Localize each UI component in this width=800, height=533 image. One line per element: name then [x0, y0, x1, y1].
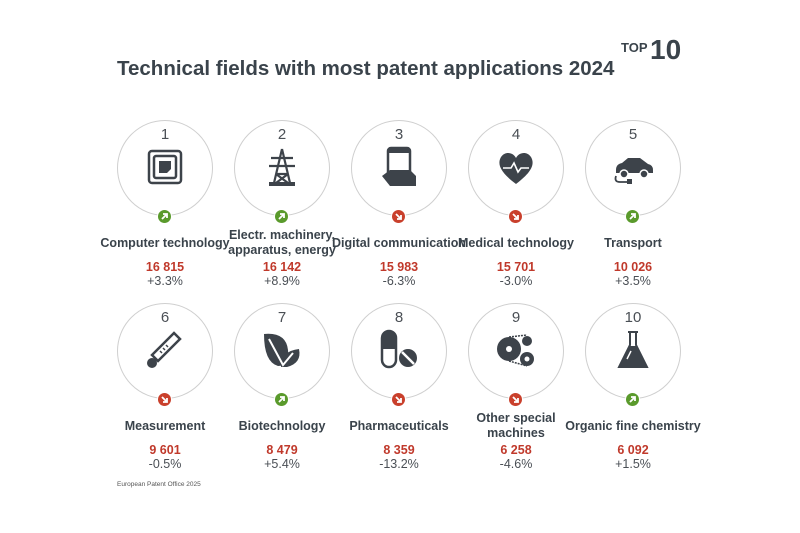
field-rank: 2: [277, 126, 287, 143]
leaves-icon: [264, 333, 300, 367]
trend-down-icon: [508, 392, 523, 407]
trend-up-icon: [157, 209, 172, 224]
electric-car-icon: [614, 158, 653, 184]
gears-belt-icon: [497, 334, 534, 367]
field-value: 9 601: [149, 443, 181, 457]
thermometer-icon: [147, 331, 182, 368]
trend-down-icon: [508, 209, 523, 224]
top-label: TOP: [621, 40, 648, 55]
field-value: 16 142: [262, 260, 302, 274]
smartphone-hand-icon: [382, 146, 416, 186]
flask-icon: [617, 331, 649, 368]
field-rank: 1: [160, 126, 170, 143]
trend-down-icon: [391, 209, 406, 224]
field-change: +3.5%: [615, 274, 651, 288]
field-value: 15 983: [379, 260, 419, 274]
trend-up-icon: [274, 392, 289, 407]
field-name: Pharmaceuticals: [349, 418, 449, 433]
field-name: Computer technology: [100, 235, 230, 250]
field-change: +8.9%: [264, 274, 300, 288]
field-value: 15 701: [496, 260, 536, 274]
field-rank: 8: [394, 309, 404, 326]
field-value: 6 092: [617, 443, 649, 457]
field-change: +5.4%: [264, 457, 300, 471]
field-rank: 5: [628, 126, 638, 143]
field-value: 8 479: [266, 443, 298, 457]
field-name: Measurement: [124, 418, 206, 433]
field-rank: 9: [511, 309, 521, 326]
field-rank: 7: [277, 309, 287, 326]
trend-up-icon: [274, 209, 289, 224]
field-value: 16 815: [145, 260, 185, 274]
top-number: 10: [650, 34, 682, 65]
heart-pulse-icon: [499, 152, 533, 184]
page-title: Technical fields with most patent applic…: [117, 57, 615, 80]
field-rank: 3: [394, 126, 404, 143]
trend-up-icon: [625, 209, 640, 224]
trend-down-icon: [391, 392, 406, 407]
field-name: Transport: [604, 235, 662, 250]
trend-down-icon: [157, 392, 172, 407]
field-name: Other special machines: [476, 411, 556, 440]
field-rank: 10: [624, 309, 642, 326]
field-change: -3.0%: [499, 274, 533, 288]
field-change: -0.5%: [148, 457, 182, 471]
pills-icon: [380, 329, 417, 369]
field-value: 10 026: [613, 260, 653, 274]
field-name: Medical technology: [458, 235, 574, 250]
trend-up-icon: [625, 392, 640, 407]
source-note: European Patent Office 2025: [117, 481, 201, 488]
field-rank: 6: [160, 309, 170, 326]
power-pylon-icon: [269, 148, 295, 186]
field-change: +3.3%: [147, 274, 183, 288]
field-name: Electr. machinery, apparatus, energy: [228, 228, 336, 257]
field-change: -4.6%: [499, 457, 533, 471]
field-name: Digital communication: [331, 235, 467, 250]
field-change: -6.3%: [382, 274, 416, 288]
chip-icon: [147, 149, 183, 185]
field-name: Organic fine chemistry: [565, 418, 701, 433]
field-value: 8 359: [383, 443, 415, 457]
field-change: +1.5%: [615, 457, 651, 471]
field-value: 6 258: [500, 443, 532, 457]
field-change: -13.2%: [379, 457, 419, 471]
field-rank: 4: [511, 126, 521, 143]
field-name: Biotechnology: [238, 418, 326, 433]
